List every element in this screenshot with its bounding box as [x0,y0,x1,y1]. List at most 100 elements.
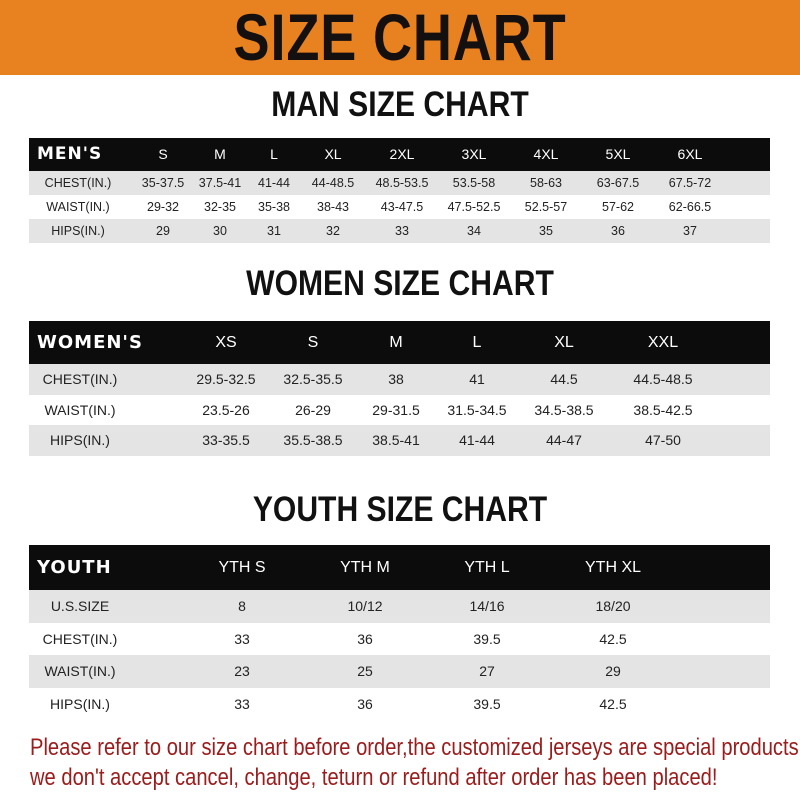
column-header: S [158,146,168,162]
table-cell: 44-47 [546,432,582,448]
table-cell: 32-35 [204,200,236,214]
column-header: 6XL [677,146,703,162]
table-cell: 63-67.5 [596,176,640,190]
table-cell: 30 [213,224,227,238]
table-row: WAIST(IN.) 29-32 32-35 35-38 38-43 43-47.5 47.… [29,195,770,219]
row-label: WAIST(IN.) [44,663,116,679]
table-row: HIPS(IN.) 33-35.5 35.5-38.5 38.5-41 41-44 44-… [29,425,770,456]
table-cell: 32.5-35.5 [283,371,343,387]
row-label: WAIST(IN.) [44,401,116,418]
table-row: U.S.SIZE 8 10/12 14/16 18/20 [29,590,770,623]
table-row: HIPS(IN.) 33 36 39.5 42.5 [29,688,770,721]
table-cell: 14/16 [469,598,505,614]
table-cell: 43-47.5 [380,200,424,214]
row-label: CHEST(IN.) [42,371,118,387]
column-header: S [307,334,319,351]
table-cell: 44.5 [550,371,578,387]
table-cell: 38 [388,371,404,387]
table-cell: 67.5-72 [668,176,712,190]
table-cell: 29.5-32.5 [196,371,256,387]
table-row: CHEST(IN.) 35-37.5 37.5-41 41-44 44-48.5 48.5… [29,171,770,195]
women-corner-label: WOMEN'S [37,332,143,353]
table-cell: 23 [234,663,250,679]
table-cell: 58-63 [530,176,562,190]
column-header: M [389,334,403,351]
table-cell: 23.5-26 [202,401,250,418]
column-header: 4XL [533,146,559,162]
table-cell: 41 [469,371,485,387]
column-header: YTH L [464,559,510,576]
table-cell: 8 [238,598,246,614]
table-cell: 57-62 [602,200,634,214]
column-header: XL [554,334,574,351]
table-cell: 36 [357,695,373,712]
row-label: U.S.SIZE [50,598,110,614]
table-cell: 44-48.5 [311,176,355,190]
row-label: WAIST(IN.) [46,200,110,214]
table-cell: 47.5-52.5 [447,200,501,214]
youth-section-title: YOUTH SIZE CHART [252,490,548,529]
row-label: CHEST(IN.) [42,630,118,647]
table-cell: 10/12 [347,598,383,614]
notice-line-1: Please refer to our size chart before or… [30,734,800,761]
table-cell: 18/20 [595,598,631,614]
table-cell: 36 [611,224,625,238]
column-header: 3XL [461,146,487,162]
youth-header-row: YOUTH YTH S YTH M YTH L YTH XL [29,545,770,590]
column-header: M [214,146,226,162]
table-cell: 33 [234,695,250,712]
youth-corner-label: YOUTH [37,557,112,578]
men-corner-label: MEN'S [37,144,103,164]
table-cell: 52.5-57 [524,200,568,214]
table-cell: 42.5 [599,695,627,712]
women-header-row: WOMEN'S XS S M L XL XXL [29,321,770,364]
table-cell: 38.5-41 [372,432,420,448]
column-header: YTH S [218,559,266,576]
column-header: 5XL [605,146,631,162]
column-header: XS [215,334,237,351]
table-row: CHEST(IN.) 29.5-32.5 32.5-35.5 38 41 44.5 44.5… [29,364,770,395]
row-label: CHEST(IN.) [44,176,112,190]
table-cell: 34.5-38.5 [534,401,594,418]
table-cell: 29-32 [147,200,179,214]
table-cell: 32 [326,224,340,238]
table-cell: 39.5 [473,695,501,712]
table-cell: 35-37.5 [141,176,185,190]
table-cell: 31.5-34.5 [447,401,507,418]
table-cell: 33-35.5 [202,432,250,448]
women-section-title: WOMEN SIZE CHART [246,264,554,303]
column-header: YTH M [340,559,390,576]
table-cell: 37 [683,224,697,238]
table-row: WAIST(IN.) 23.5-26 26-29 29-31.5 31.5-34.5 34… [29,395,770,426]
table-cell: 41-44 [459,432,495,448]
size-chart-banner: SIZE CHART [0,0,800,75]
table-cell: 39.5 [473,630,501,647]
row-label: HIPS(IN.) [50,432,110,448]
table-row: HIPS(IN.) 29 30 31 32 33 34 35 36 37 [29,219,770,243]
table-cell: 31 [267,224,281,238]
table-cell: 26-29 [295,401,331,418]
table-cell: 27 [479,663,495,679]
table-cell: 37.5-41 [198,176,242,190]
table-cell: 25 [357,663,373,679]
row-label: HIPS(IN.) [50,695,110,712]
table-cell: 53.5-58 [452,176,496,190]
table-cell: 44.5-48.5 [633,371,693,387]
table-cell: 33 [234,630,250,647]
table-cell: 35-38 [258,200,290,214]
men-header-row: MEN'S S M L XL 2XL 3XL 4XL 5XL 6XL [29,138,770,171]
column-header: XL [324,146,342,162]
table-cell: 35.5-38.5 [283,432,343,448]
table-cell: 36 [357,630,373,647]
table-cell: 41-44 [258,176,290,190]
table-cell: 47-50 [645,432,681,448]
column-header: XXL [647,334,679,351]
table-row: CHEST(IN.) 33 36 39.5 42.5 [29,623,770,656]
men-section-title: MAN SIZE CHART [271,85,529,124]
banner-title: SIZE CHART [233,0,567,74]
table-row: WAIST(IN.) 23 25 27 29 [29,655,770,688]
column-header: L [472,334,482,351]
table-cell: 29 [605,663,621,679]
table-cell: 48.5-53.5 [375,176,429,190]
notice-line-2: we don't accept cancel, change, teturn o… [30,764,718,791]
